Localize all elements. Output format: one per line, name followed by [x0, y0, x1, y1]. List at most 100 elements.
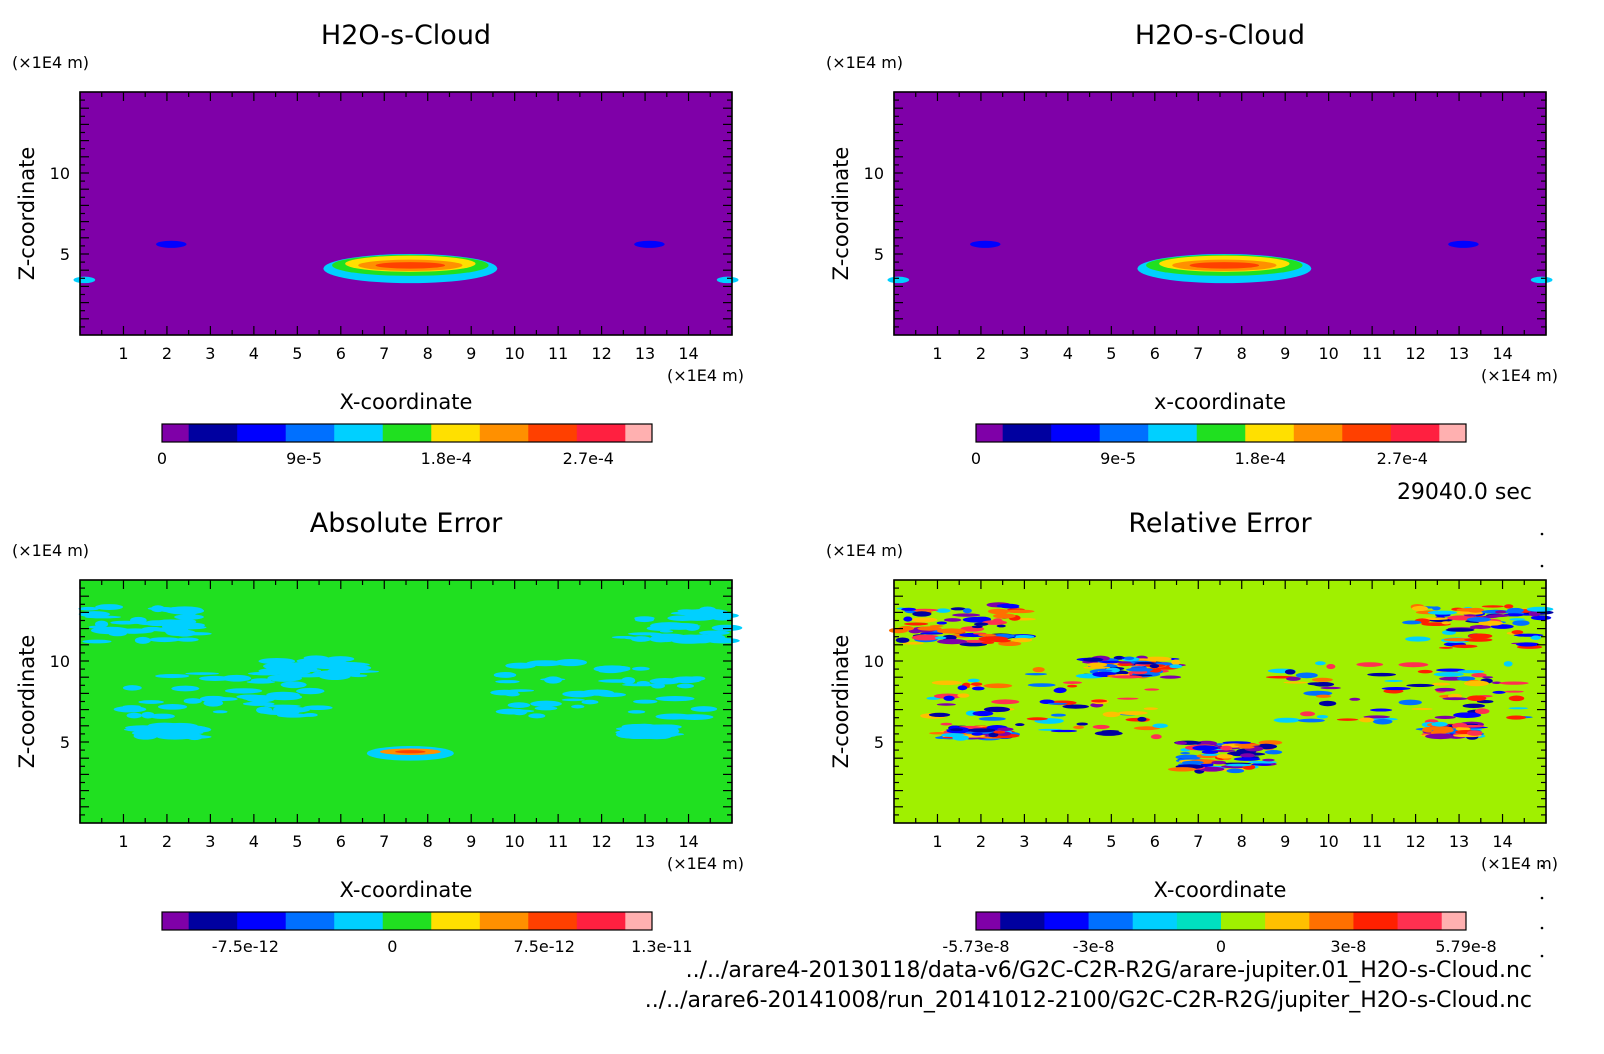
error-patch: [911, 634, 940, 641]
error-patch: [1117, 697, 1139, 700]
x-tick-label: 12: [591, 344, 611, 363]
colorbar-swatch: [1221, 912, 1266, 930]
error-patch: [1421, 617, 1449, 620]
error-patch: [1320, 686, 1341, 690]
error-patch: [1169, 664, 1183, 669]
error-patch: [690, 706, 718, 712]
colorbar-swatch: [625, 424, 653, 442]
error-patch: [1425, 733, 1456, 740]
error-patch: [967, 678, 980, 683]
ticks: [893, 92, 1547, 335]
error-patch: [621, 676, 636, 685]
error-patch: [1464, 637, 1493, 642]
error-patch: [269, 663, 302, 667]
error-patch: [1216, 754, 1234, 759]
error-core-center: [395, 750, 426, 754]
error-patch: [1316, 715, 1329, 719]
colorbar: 0 9e-5 1.8e-4 2.7e-4: [971, 423, 1467, 468]
error-patch: [991, 699, 1020, 705]
error-patch: [1011, 637, 1033, 643]
error-patch: [1441, 621, 1451, 625]
error-patch: [901, 607, 916, 611]
x-tick-label: 14: [678, 832, 698, 851]
error-patch: [615, 730, 649, 735]
error-patch: [1053, 688, 1067, 694]
error-patch: [1116, 661, 1132, 664]
margin-dot: [1540, 896, 1544, 900]
edge-right: [1530, 276, 1553, 284]
error-patch: [1027, 683, 1056, 687]
error-patch: [1175, 741, 1188, 745]
x-tick-label: 7: [1193, 344, 1203, 363]
error-patch: [912, 611, 932, 617]
error-patch: [675, 714, 714, 720]
colorbar: -5.73e-8 -3e-8 0 3e-8 5.79e-8: [942, 911, 1497, 956]
error-patch: [1512, 620, 1530, 626]
error-patch: [212, 710, 228, 714]
error-patch: [1373, 718, 1393, 725]
margin-dot: [1540, 926, 1544, 930]
error-patch: [593, 665, 631, 673]
colorbar-tick-label: 1.8e-4: [1235, 449, 1286, 468]
colorbar-swatch: [1293, 424, 1343, 442]
colorbar-swatch: [1088, 912, 1134, 930]
x-unit-label: (×1E4 m): [667, 854, 744, 873]
error-patch: [1478, 620, 1503, 626]
error-patch: [320, 659, 338, 667]
error-patch: [911, 617, 938, 623]
x-axis-label: X-coordinate: [340, 390, 473, 414]
error-patch: [561, 698, 585, 702]
colorbar-tick-label: 0: [387, 937, 397, 956]
error-patch: [996, 624, 1006, 628]
error-patch: [634, 734, 660, 739]
error-patch: [978, 636, 1008, 642]
error-patch: [134, 636, 151, 644]
colorbar-frame: [975, 423, 1467, 443]
error-patch: [1434, 715, 1456, 720]
error-patch: [149, 637, 180, 643]
x-tick-label: 13: [1449, 344, 1469, 363]
x-unit-label: (×1E4 m): [1481, 366, 1558, 385]
error-patch: [1117, 711, 1148, 716]
error-patch: [1417, 669, 1433, 674]
error-patch: [943, 618, 962, 622]
error-patch: [631, 636, 652, 642]
error-patch: [952, 613, 981, 617]
error-patch: [973, 622, 989, 626]
edge-left: [73, 276, 96, 284]
colorbar-swatch: [1044, 912, 1090, 930]
error-patch: [1220, 745, 1233, 751]
error-patch: [1149, 663, 1160, 669]
colorbar-tick-label: 9e-5: [1100, 449, 1136, 468]
colorbar-frame: [161, 911, 653, 931]
error-patch: [987, 608, 1010, 615]
error-patch: [122, 705, 141, 708]
error-patch: [972, 686, 985, 691]
x-tick-label: 13: [635, 832, 655, 851]
error-patch: [634, 617, 655, 623]
error-patch: [155, 673, 190, 679]
error-patch: [1297, 718, 1325, 723]
colorbar-tick-label: -5.73e-8: [942, 937, 1009, 956]
error-patch: [256, 706, 273, 714]
colorbar-tick-label: 0: [1216, 937, 1226, 956]
cloud-small-left: [970, 240, 1001, 248]
error-patch: [1111, 675, 1143, 679]
x-tick-label: 14: [1492, 344, 1512, 363]
colorbar-frame: [161, 423, 653, 443]
x-tick-label: 3: [205, 832, 215, 851]
colorbar-swatch: [1439, 424, 1467, 442]
error-patch: [962, 616, 992, 623]
panel-1: H2O-s-Cloud(×1E4 m)1 2 3 4 5 6 7 8 9 10 11 12 13 1451…: [12, 20, 744, 468]
x-axis-label: x-coordinate: [1154, 390, 1286, 414]
error-patch: [156, 732, 193, 739]
error-patch: [1318, 700, 1337, 707]
colorbar-swatch: [1099, 424, 1149, 442]
error-patch: [929, 732, 947, 735]
error-patch: [633, 699, 658, 704]
error-patch: [534, 706, 558, 711]
error-patch: [1384, 679, 1403, 682]
x-tick-label: 9: [1280, 344, 1290, 363]
x-tick-label: 8: [423, 344, 433, 363]
error-patch: [1015, 723, 1025, 727]
